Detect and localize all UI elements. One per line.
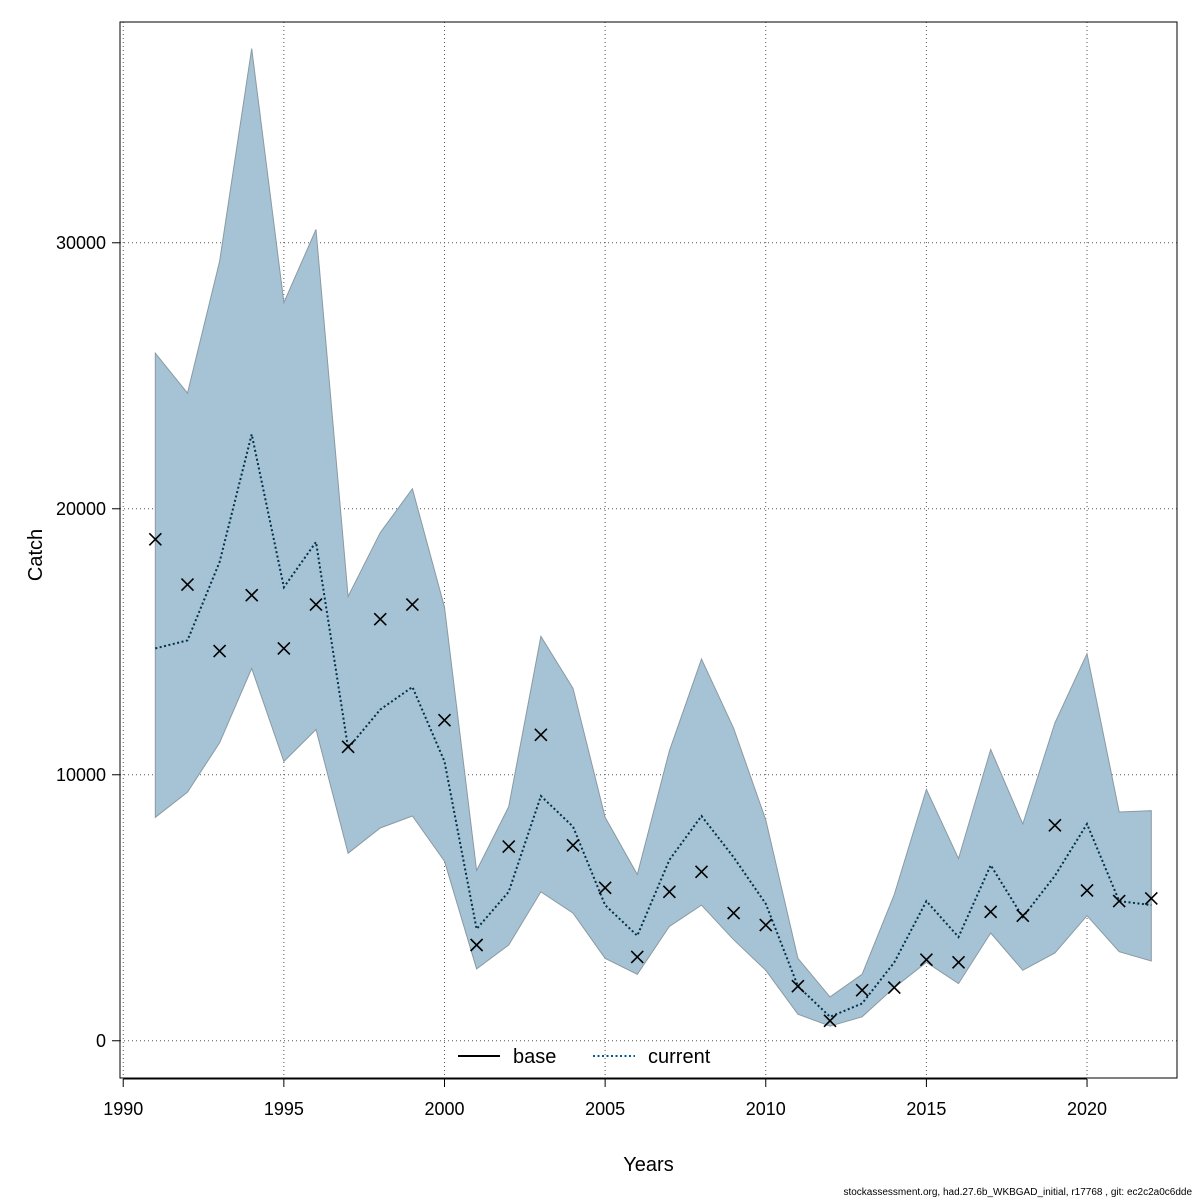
- observed-points-layer: [148, 532, 1158, 1028]
- observed-point: [1048, 818, 1062, 832]
- observed-point: [727, 906, 741, 920]
- x-tick-label: 1990: [103, 1099, 143, 1119]
- observed-point: [791, 979, 805, 993]
- observed-point: [887, 980, 901, 995]
- observed-point: [984, 905, 998, 919]
- observed-point: [566, 838, 580, 852]
- y-tick-label: 30000: [56, 233, 106, 253]
- observed-point: [951, 955, 966, 969]
- observed-point: [148, 532, 162, 546]
- observed-point: [1112, 894, 1126, 908]
- observed-point: [180, 578, 195, 592]
- footer-credit: stockassessment.org, had.27.6b_WKBGAD_in…: [843, 1187, 1192, 1198]
- observed-point: [1016, 909, 1030, 923]
- x-tick-label: 2020: [1067, 1099, 1107, 1119]
- confidence-band: [154, 48, 1152, 1027]
- x-tick-label: 2000: [424, 1099, 464, 1119]
- x-axis: 1990 1995 2000 2005 2010 2015 2020: [103, 1078, 1107, 1119]
- observed-point: [309, 597, 323, 612]
- series-line-current: [155, 434, 1152, 1018]
- y-tick-label: 0: [96, 1031, 106, 1051]
- grid-lines: [120, 22, 1177, 1078]
- observed-point: [630, 950, 644, 964]
- x-tick-label: 1995: [264, 1099, 304, 1119]
- legend-label-current: current: [648, 1046, 711, 1068]
- x-tick-label: 2010: [746, 1099, 786, 1119]
- observed-point: [502, 840, 516, 854]
- observed-point: [373, 612, 387, 626]
- x-tick-label: 2005: [585, 1099, 625, 1119]
- observed-point: [1144, 891, 1158, 906]
- y-tick-label: 10000: [56, 765, 106, 785]
- observed-point: [341, 740, 355, 754]
- x-axis-title: Years: [623, 1154, 673, 1176]
- observed-point: [694, 865, 709, 879]
- series-line-layer: [155, 434, 1152, 1018]
- observed-point: [534, 728, 548, 742]
- observed-point: [470, 938, 484, 952]
- observed-point: [919, 953, 933, 967]
- legend: base current: [458, 1046, 711, 1068]
- confidence-band-layer: [154, 48, 1152, 1027]
- observed-point: [245, 588, 259, 602]
- observed-point: [855, 983, 869, 997]
- observed-point: [823, 1014, 837, 1028]
- observed-point: [213, 644, 227, 658]
- y-axis: 0 10000 20000 30000: [56, 233, 121, 1051]
- legend-label-base: base: [513, 1046, 556, 1068]
- x-tick-label: 2015: [906, 1099, 946, 1119]
- y-axis-title: Catch: [25, 529, 47, 581]
- observed-point: [405, 597, 419, 612]
- observed-point: [277, 641, 291, 655]
- observed-point: [598, 881, 612, 895]
- observed-point: [437, 713, 452, 727]
- y-tick-label: 20000: [56, 499, 106, 519]
- observed-point: [662, 885, 676, 899]
- observed-point: [1080, 883, 1094, 898]
- observed-point: [759, 918, 773, 932]
